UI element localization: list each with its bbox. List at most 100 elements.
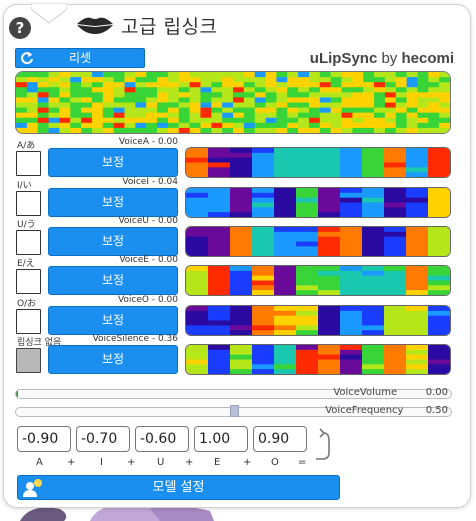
weight-input-a[interactable]: -0.90 (17, 426, 71, 452)
phoneme-value-u: VoiceU - 0.00 (118, 216, 178, 226)
spectrogram-cell (384, 162, 407, 168)
spectrogram-cell (341, 112, 353, 119)
spectrogram-cell (229, 275, 253, 281)
spectrogram-cell (406, 364, 429, 370)
spectrogram-cell (318, 349, 341, 356)
spectrogram-cell (186, 231, 209, 238)
spectrogram-cell (363, 72, 375, 78)
spectrogram-cell (254, 112, 267, 119)
spectrogram-cell (340, 275, 363, 281)
spectrogram-cell (124, 97, 136, 103)
calibrate-button-o[interactable]: 보정 (48, 306, 178, 335)
mfcc-spectrogram-main (15, 71, 451, 134)
spectrogram-cell (352, 112, 364, 119)
spectrogram-cell (265, 87, 277, 93)
spectrogram-cell (363, 82, 375, 88)
spectrogram-cell (318, 325, 341, 331)
weight-input-i[interactable]: -0.70 (76, 426, 130, 452)
spectrogram-cell (243, 122, 256, 129)
spectrogram-cell (318, 266, 341, 272)
weight-input-o[interactable]: 0.90 (253, 426, 307, 452)
voice-frequency-slider[interactable]: VoiceFrequency 0.50 (15, 405, 452, 418)
spectrogram-cell (254, 72, 267, 78)
spectrogram-cell (102, 102, 115, 109)
calibrate-button-a[interactable]: 보정 (48, 148, 178, 177)
spectrogram-cell (146, 77, 158, 83)
spectrogram-cell (211, 122, 223, 129)
spectrogram-cell (276, 97, 288, 103)
spectrogram-cell (59, 122, 71, 129)
spectrogram-cell (233, 112, 245, 119)
spectrogram-cell (124, 112, 136, 119)
spectrogram-cell (298, 102, 310, 109)
spectrogram-cell (361, 270, 385, 277)
calibrate-button-e[interactable]: 보정 (48, 266, 178, 295)
spectrogram-cell (406, 157, 429, 163)
spectrogram-cell (229, 227, 253, 233)
help-button[interactable]: ? (9, 17, 31, 39)
spectrogram-cell (406, 172, 429, 177)
spectrogram-cell (229, 280, 253, 286)
spectrogram-cell (361, 359, 385, 365)
spectrogram-cell (37, 82, 50, 88)
spectrogram-cell (26, 102, 39, 109)
phoneme-indicator-i (16, 191, 41, 216)
reset-button[interactable]: 리셋 (15, 48, 145, 68)
phoneme-label: U/う (17, 220, 36, 230)
voice-volume-fill (16, 390, 18, 398)
spectrogram-cell (146, 87, 158, 93)
spectrogram-cell (374, 72, 386, 78)
spectrogram-cell (427, 285, 450, 291)
spectrogram-cell (48, 102, 60, 109)
spectrogram-cell (211, 92, 223, 98)
spectrogram-cell (340, 280, 363, 286)
spectrogram-cell (146, 117, 158, 124)
spectrogram-cell (102, 72, 115, 78)
calibrate-button-u[interactable]: 보정 (48, 227, 178, 256)
spectrogram-cell (384, 192, 407, 199)
spectrogram-cell (361, 202, 385, 208)
spectrogram-cell (352, 102, 364, 109)
spectrogram-cell (37, 77, 50, 83)
spectrogram-cell (229, 354, 253, 360)
spectrogram-cell (295, 172, 319, 177)
spectrogram-cell (211, 97, 223, 103)
spectrogram-cell (384, 246, 407, 252)
spectrogram-cell (406, 285, 429, 291)
spectrogram-cell (395, 102, 408, 109)
spectrogram-cell (167, 87, 180, 93)
spectrogram-cell (340, 330, 363, 335)
spectrogram-cell (295, 310, 319, 317)
spectrogram-cell (308, 72, 321, 78)
spectrogram-cell (295, 315, 319, 321)
spectrogram-cell (340, 270, 363, 277)
spectrogram-cell (233, 127, 245, 133)
spectrogram-cell (186, 325, 209, 331)
spectrogram-cell (384, 345, 407, 351)
spectrogram-cell (330, 122, 342, 129)
spectrogram-cell (81, 117, 93, 124)
calibrate-button-i[interactable]: 보정 (48, 188, 178, 217)
panel-title: 고급 립싱크 (121, 16, 218, 38)
calibrate-button-silence[interactable]: 보정 (48, 345, 178, 374)
spectrogram-cell (229, 202, 253, 208)
spectrogram-cell (406, 359, 429, 365)
model-settings-button[interactable]: 모델 설정 (17, 475, 340, 500)
spectrogram-cell (167, 117, 180, 124)
mfcc-spectrogram-a (185, 147, 451, 178)
voice-frequency-label: VoiceFrequency (325, 405, 404, 416)
spectrogram-cell (48, 122, 60, 129)
weight-input-u[interactable]: -0.60 (135, 426, 189, 452)
spectrogram-cell (340, 162, 363, 168)
spectrogram-cell (208, 231, 231, 238)
spectrogram-cell (208, 359, 231, 365)
voice-frequency-thumb[interactable] (229, 405, 239, 417)
spectrogram-cell (274, 157, 297, 163)
spectrogram-cell (361, 152, 385, 159)
spectrogram-cell (222, 107, 234, 114)
spectrogram-cell (384, 325, 407, 331)
weight-input-e[interactable]: 1.00 (194, 426, 248, 452)
spectrogram-cell (428, 122, 440, 129)
phoneme-row-u: U/う VoiceU - 0.00 보정 (0, 216, 476, 257)
spectrogram-cell (318, 251, 341, 256)
